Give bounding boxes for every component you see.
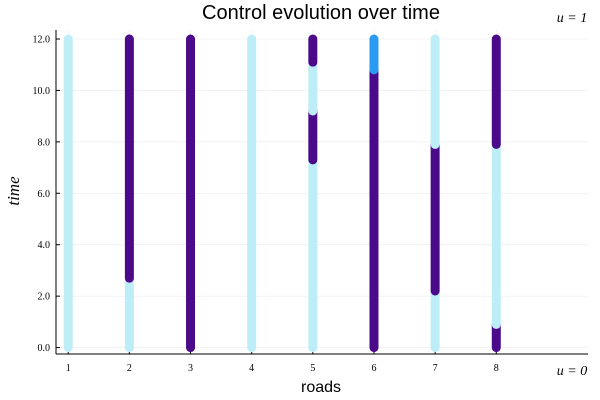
y-tick-label: 8.0 [38, 137, 51, 148]
colorbar-min-label: u = 0 [557, 364, 587, 379]
x-tick-label: 4 [249, 363, 254, 374]
y-tick-label: 10.0 [33, 86, 51, 97]
y-tick-label: 4.0 [38, 240, 51, 251]
x-tick-label: 1 [66, 363, 71, 374]
grid-lines [56, 30, 588, 354]
x-tick-label: 5 [310, 363, 315, 374]
y-tick-label: 12.0 [33, 35, 51, 46]
y-tick-label: 0.0 [38, 343, 51, 354]
axes [55, 30, 588, 355]
y-axis-label: time [4, 176, 23, 206]
x-tick-label: 8 [494, 363, 499, 374]
chart-title: Control evolution over time [202, 2, 440, 24]
x-axis-label: roads [301, 379, 341, 396]
x-tick-label: 3 [188, 363, 193, 374]
colorbar-max-label: u = 1 [557, 11, 587, 26]
tick-labels: 1 2 3 4 5 6 7 8 0.0 2.0 4.0 6.0 8.0 10.0 12.0 [33, 35, 499, 375]
y-tick-label: 6.0 [38, 189, 51, 200]
x-tick-label: 7 [433, 363, 438, 374]
road-series [63, 34, 501, 353]
x-tick-label: 6 [371, 363, 376, 374]
x-tick-label: 2 [127, 363, 132, 374]
y-tick-label: 2.0 [38, 292, 51, 303]
